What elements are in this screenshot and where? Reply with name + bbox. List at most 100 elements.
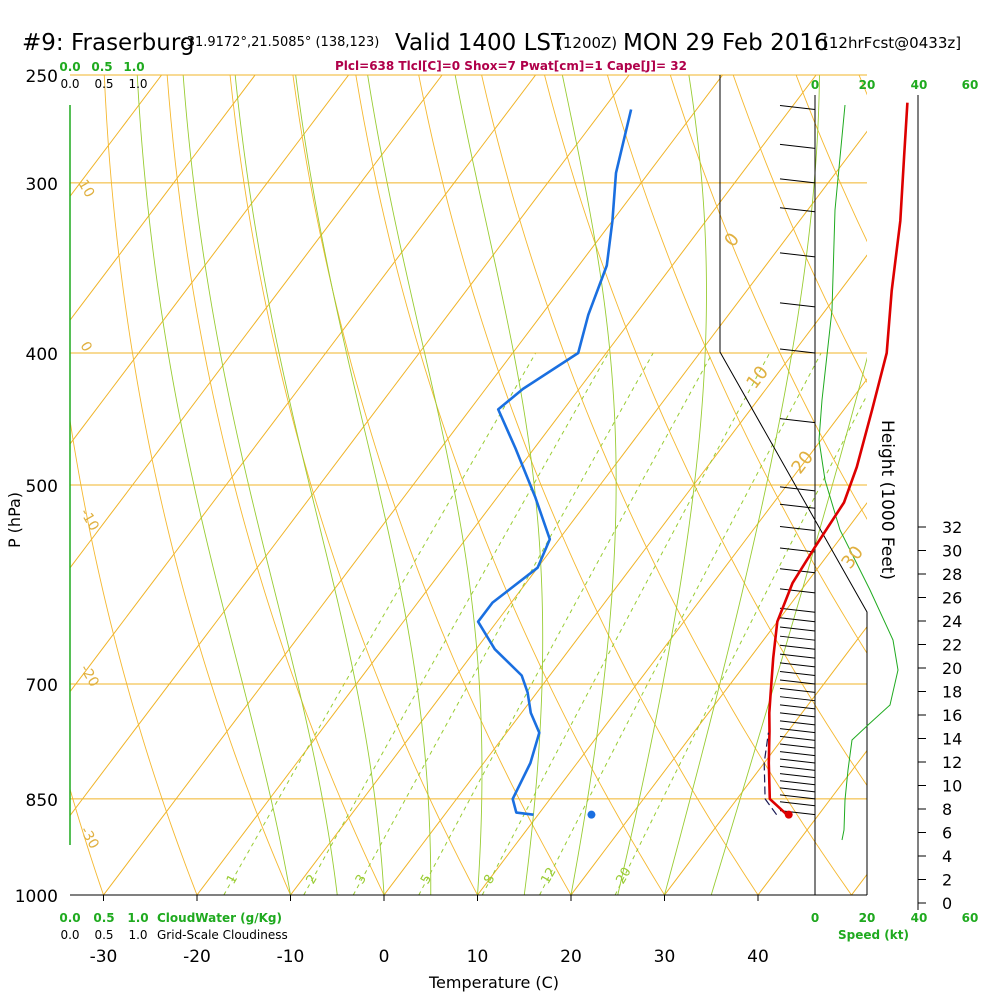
- dry-adiabat-line: [985, 75, 1000, 895]
- mixing-ratio-line: [352, 352, 654, 895]
- mixing-ratio-line: [539, 352, 822, 895]
- pressure-tick-label: 400: [26, 345, 58, 365]
- wind-barb: [779, 720, 816, 726]
- isotherm-line: [103, 75, 723, 895]
- mixing-ratio-line: [223, 352, 537, 895]
- dry-adiabat-line: [229, 75, 478, 895]
- cloudiness-scale-label: 1.0: [128, 77, 147, 91]
- station-coords: -31.9172°,21.5085° (138,123): [182, 35, 379, 50]
- wind-barb: [779, 607, 816, 613]
- wind-barb: [779, 588, 816, 594]
- dry-adiabat-line: [732, 75, 867, 384]
- speed-label: Speed (kt): [838, 928, 909, 942]
- wind-barb: [779, 728, 816, 734]
- isotherm-label: 10: [75, 177, 98, 200]
- dry-adiabat-line: [70, 417, 198, 895]
- isotherm-label: 0: [77, 339, 95, 355]
- speed-tick-label-green: 0: [811, 78, 819, 92]
- dry-adiabat-line: [544, 75, 867, 787]
- height-tick-label: 8: [942, 800, 952, 819]
- isotherm-label: -30: [77, 824, 102, 852]
- cloud-scale-label: 1.0: [123, 60, 144, 74]
- forecast-run: [12hrFcst@0433z]: [823, 34, 961, 52]
- wind-barb: [779, 662, 816, 668]
- isotherm-line: [477, 378, 867, 895]
- isotherm-label: 10: [742, 362, 773, 393]
- wind-barb: [779, 765, 816, 771]
- speed-tick-label-green: 20: [859, 78, 876, 92]
- isotherm-line: [70, 75, 349, 445]
- dry-adiabat-line: [418, 75, 759, 895]
- surface-dewpoint-point: [587, 810, 596, 819]
- height-tick-label: 22: [942, 636, 962, 655]
- mixing-ratio-label: 8: [481, 872, 498, 887]
- height-tick-label: 16: [942, 706, 962, 725]
- x-tick-label: -20: [183, 947, 211, 967]
- cloud-water-label: CloudWater (g/Kg): [157, 911, 282, 925]
- height-tick-label: 28: [942, 565, 962, 584]
- moist-adiabat-line: [664, 75, 820, 895]
- wind-barb: [779, 743, 816, 749]
- stability-indices: Plcl=638 Tlcl[C]=0 Shox=7 Pwat[cm]=1 Cap…: [335, 59, 687, 73]
- height-tick-label: 0: [942, 894, 952, 913]
- moist-adiabat-line: [182, 75, 338, 895]
- speed-tick-label: 20: [859, 911, 874, 925]
- x-axis-title: Temperature (C): [428, 973, 559, 992]
- isotherm-line: [196, 75, 817, 895]
- cloudiness-scale-label: 1.0: [128, 928, 147, 942]
- wind-barb: [779, 503, 816, 509]
- isotherm-line: [757, 749, 867, 895]
- isotherm-label: -10: [77, 506, 102, 534]
- speed-tick-label-green: 40: [911, 78, 928, 92]
- wind-barb: [779, 252, 816, 258]
- isotherm-line: [851, 873, 867, 895]
- dry-adiabat-line: [669, 75, 867, 520]
- cloudiness-scale-label: 0.0: [60, 928, 79, 942]
- mixing-ratio-line: [418, 352, 713, 895]
- x-tick-label: -30: [90, 947, 118, 967]
- wind-barb: [779, 751, 816, 757]
- moist-adiabat-line: [295, 75, 432, 895]
- isotherm-line: [664, 625, 867, 895]
- utc-time: (1200Z): [557, 34, 617, 52]
- wind-barb: [779, 348, 816, 354]
- isotherm-line: [70, 75, 630, 817]
- height-tick-label: 4: [942, 847, 952, 866]
- wind-barb: [779, 794, 816, 800]
- height-tick-label: 2: [942, 871, 952, 890]
- height-tick-label: 30: [942, 542, 962, 561]
- pressure-tick-label: 300: [26, 175, 58, 195]
- wind-barb: [779, 626, 816, 632]
- isotherm-label: 0: [720, 229, 744, 251]
- wind-barb: [779, 704, 816, 710]
- cloudiness-scale-label: 0.5: [94, 77, 113, 91]
- dry-adiabat-line: [355, 75, 665, 895]
- moist-adiabat-line: [367, 75, 483, 895]
- wind-barb: [779, 207, 816, 213]
- mixing-ratio-line: [303, 352, 609, 895]
- dewpoint-line: [476, 109, 633, 816]
- wind-panel-border: [719, 75, 868, 895]
- parcel-line: [763, 732, 778, 816]
- moist-adiabat-line: [136, 75, 291, 895]
- height-axis-title: Height (1000 Feet): [877, 420, 897, 580]
- cloudiness-scale-label: 0.0: [60, 77, 79, 91]
- x-tick-label: 10: [467, 947, 489, 967]
- wind-barb: [779, 687, 816, 693]
- speed-tick-label-green: 60: [962, 78, 979, 92]
- isotherm-label: -20: [77, 662, 102, 690]
- wind-barb: [779, 418, 816, 424]
- surface-temperature-point: [784, 810, 793, 819]
- mixing-ratio-label: 5: [418, 872, 435, 887]
- wind-barb: [779, 787, 816, 793]
- wind-barb: [779, 302, 816, 308]
- cloud-scale-label: 0.0: [59, 911, 80, 925]
- wind-barb: [779, 780, 816, 786]
- isotherm-label: 20: [787, 447, 818, 478]
- speed-profile-line: [818, 104, 899, 841]
- pressure-tick-label: 850: [26, 791, 58, 811]
- isotherm-line: [70, 75, 256, 321]
- temperature-line: [767, 102, 909, 816]
- isotherm-line: [290, 130, 867, 895]
